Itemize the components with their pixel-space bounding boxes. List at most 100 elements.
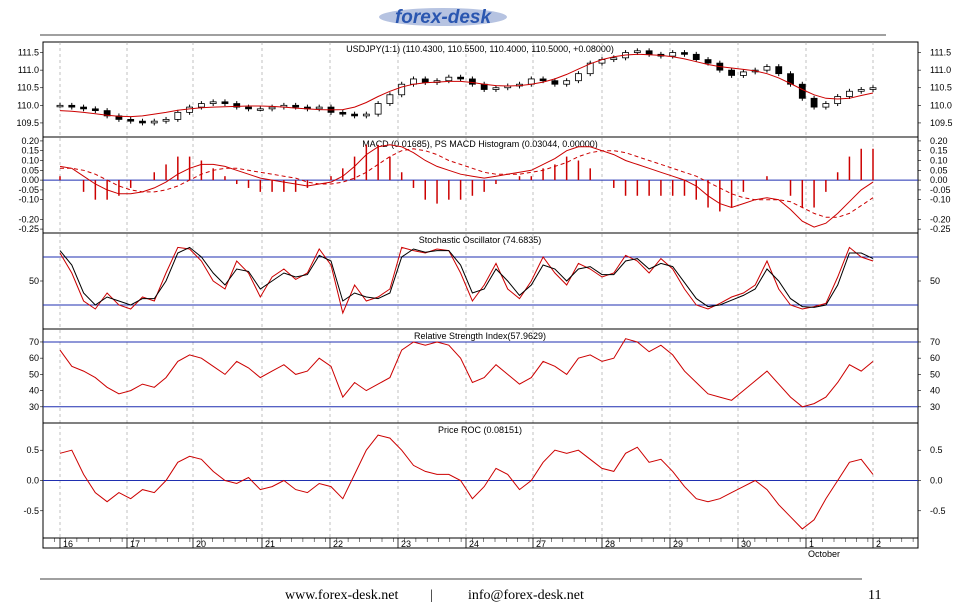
series-stochastic-slow [59, 246, 874, 308]
series-rsi-rsi [59, 338, 874, 408]
x-tick-label: 30 [741, 539, 751, 549]
y-tick-right-macd: -0.25 [930, 224, 951, 234]
candle-body [245, 106, 252, 110]
x-tick-label: 16 [63, 539, 73, 549]
candle-body [315, 106, 323, 110]
y-tick-left-rsi: 30 [29, 402, 39, 412]
x-tick-label: 22 [333, 539, 343, 549]
x-tick-label: 27 [536, 539, 546, 549]
x-tick-label: 2 [876, 539, 881, 549]
candle-body [421, 78, 429, 83]
series-stochastic-fast [59, 246, 874, 315]
candle-body [669, 52, 677, 57]
panel-macd: MACD (0.01685), PS MACD Histogram (0.030… [18, 136, 950, 234]
logo-text: forex-desk [395, 7, 493, 28]
y-tick-left-stochastic: 50 [29, 276, 39, 286]
y-tick-left-price: 111.5 [18, 48, 39, 58]
candle-body [103, 110, 111, 117]
y-tick-right-macd: 0.10 [930, 156, 948, 166]
candle-body [150, 120, 158, 124]
candle-body [139, 120, 146, 124]
panel-title-price: USDJPY(1:1) (110.4300, 110.5500, 110.400… [346, 44, 614, 54]
candle-body [480, 83, 488, 90]
y-tick-right-roc: 0.5 [930, 445, 943, 455]
footer-website[interactable]: www.forex-desk.net [285, 588, 399, 603]
candle-body [410, 78, 417, 85]
y-tick-right-rsi: 40 [930, 386, 940, 396]
panel-stochastic: Stochastic Oscillator (74.6835) 50 50 [29, 232, 940, 315]
y-tick-right-macd: 0.20 [930, 136, 948, 146]
y-tick-left-macd: -0.25 [18, 224, 39, 234]
y-tick-left-macd: 0.10 [21, 156, 39, 166]
candle-body [56, 104, 64, 108]
y-tick-right-rsi: 50 [930, 369, 940, 379]
candle-body [586, 62, 594, 75]
y-tick-right-price: 111.0 [930, 65, 951, 75]
panel-title-stochastic: Stochastic Oscillator (74.6835) [419, 235, 542, 245]
candle-body [398, 83, 406, 96]
y-tick-left-macd: 0.15 [21, 146, 39, 156]
y-tick-right-price: 110.0 [930, 100, 952, 110]
series-price-moving_average [59, 53, 874, 118]
x-tick-label: 20 [196, 539, 206, 549]
candle-body [457, 76, 465, 80]
x-tick-label: 29 [673, 539, 683, 549]
y-tick-right-macd: 0.00 [930, 175, 948, 185]
y-tick-left-roc: 0.5 [26, 445, 39, 455]
y-tick-right-roc: -0.5 [930, 506, 946, 516]
series-macd-macd [59, 144, 874, 228]
y-tick-right-price: 111.5 [930, 48, 951, 58]
candle-body [539, 78, 547, 82]
y-tick-left-macd: -0.10 [18, 195, 39, 205]
candle-body [468, 78, 476, 85]
candle-body [775, 66, 783, 75]
candle-body [798, 83, 806, 99]
x-tick-label: 28 [605, 539, 615, 549]
y-tick-left-roc: -0.5 [23, 506, 39, 516]
y-tick-right-rsi: 60 [930, 353, 940, 363]
candle-body [209, 101, 217, 104]
y-tick-left-macd: 0.20 [21, 136, 39, 146]
candle-body [869, 87, 877, 90]
candle-body [846, 90, 853, 97]
series-macd-signal [60, 148, 874, 218]
candle-body [633, 50, 641, 53]
candle-body [692, 53, 700, 60]
y-tick-left-rsi: 50 [29, 369, 39, 379]
candle-body [739, 71, 747, 76]
footer-email[interactable]: info@forex-desk.net [468, 588, 584, 603]
x-tick-label: 23 [401, 539, 411, 549]
footer-page-number: 11 [868, 588, 882, 603]
footer-separator: | [430, 588, 433, 603]
candle-body [91, 108, 99, 112]
candle-body [174, 111, 182, 120]
x-tick-label: 21 [265, 539, 275, 549]
x-axis: 16 17 20 21 22 23 24 27 28 29 30 1 2 [42, 537, 918, 549]
panel-title-macd: MACD (0.01685), PS MACD Histogram (0.030… [362, 139, 598, 149]
y-tick-left-price: 109.5 [16, 118, 39, 128]
candle-body [256, 108, 264, 111]
logo-swoosh [379, 8, 507, 26]
y-tick-right-rsi: 30 [930, 402, 940, 412]
candle-body [68, 104, 76, 108]
y-tick-left-rsi: 60 [29, 353, 39, 363]
y-tick-right-macd: -0.20 [930, 214, 951, 224]
candle-body [551, 80, 559, 85]
candle-body [186, 106, 194, 113]
y-tick-left-rsi: 70 [29, 337, 39, 347]
x-tick-label: 1 [809, 539, 814, 549]
panel-rsi: Relative Strength Index(57.9629) 70 70 60 60… [29, 328, 940, 412]
candle-body [221, 101, 229, 104]
candle-body [645, 50, 653, 55]
y-tick-left-price: 110.0 [17, 100, 39, 110]
candle-body [127, 119, 135, 122]
candle-body [351, 113, 358, 117]
candle-body [728, 69, 736, 76]
y-tick-left-macd: -0.05 [18, 185, 39, 195]
y-tick-right-macd: 0.05 [930, 165, 948, 175]
panel-roc: Price ROC (0.08151) 0.5 0.5 0.0 0.0 -0.5 -0.5 [23, 422, 946, 530]
candle-body [445, 76, 453, 82]
candle-body [233, 103, 241, 108]
panel-title-rsi: Relative Strength Index(57.9629) [414, 331, 546, 341]
